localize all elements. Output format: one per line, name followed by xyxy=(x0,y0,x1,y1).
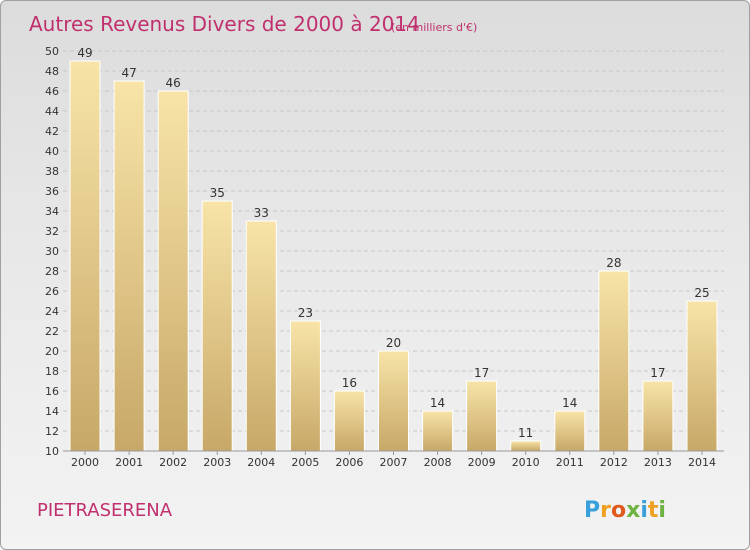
bar-2008 xyxy=(422,410,454,452)
bar-2003 xyxy=(201,200,233,452)
bar-series: 49 47 46 35 33 23 16 20 14 17 11 14 28 17 25 xyxy=(69,46,718,452)
y-tick-label: 12 xyxy=(45,425,59,438)
bar-2001 xyxy=(113,80,145,452)
bar-2002 xyxy=(157,90,189,452)
value-label-2008: 14 xyxy=(430,396,445,410)
proxiti-logo: Proxiti xyxy=(584,498,666,523)
y-tick-label: 44 xyxy=(45,105,59,118)
y-tick-label: 20 xyxy=(45,345,59,358)
y-tick-label: 34 xyxy=(45,205,59,218)
value-label-2009: 17 xyxy=(474,366,489,380)
bar-2004 xyxy=(245,220,277,452)
x-tick-label: 2000 xyxy=(71,456,99,469)
value-label-2013: 17 xyxy=(650,366,665,380)
y-tick-label: 32 xyxy=(45,225,59,238)
x-tick-label: 2003 xyxy=(203,456,231,469)
y-tick-label: 30 xyxy=(45,245,59,258)
y-tick-label: 38 xyxy=(45,165,59,178)
chart-title: Autres Revenus Divers de 2000 à 2014 xyxy=(29,12,420,36)
x-axis: 2000 2001 2002 2003 2004 2005 2006 2007 2008 2009… xyxy=(63,450,724,469)
x-tick-label: 2001 xyxy=(115,456,143,469)
bar-2006 xyxy=(333,390,365,452)
value-label-2011: 14 xyxy=(562,396,577,410)
value-label-2004: 33 xyxy=(254,206,269,220)
y-tick-label: 48 xyxy=(45,65,59,78)
value-label-2002: 46 xyxy=(166,76,181,90)
y-tick-label: 14 xyxy=(45,405,59,418)
y-tick-label: 22 xyxy=(45,325,59,338)
commune-name: PIETRASERENA xyxy=(37,500,173,521)
x-tick-label: 2008 xyxy=(424,456,452,469)
y-tick-label: 40 xyxy=(45,145,59,158)
value-label-2006: 16 xyxy=(342,376,357,390)
value-label-2012: 28 xyxy=(606,256,621,270)
bar-2009 xyxy=(466,380,498,452)
value-label-2000: 49 xyxy=(77,46,92,60)
bar-2014 xyxy=(686,300,718,452)
y-tick-label: 46 xyxy=(45,85,59,98)
y-tick-label: 42 xyxy=(45,125,59,138)
bar-2011 xyxy=(554,410,586,452)
y-tick-label: 50 xyxy=(45,45,59,58)
y-axis: 10 12 14 16 18 20 22 24 26 28 30 32 34 36 38 40 42 44 46 48… xyxy=(45,45,59,458)
x-tick-label: 2013 xyxy=(644,456,672,469)
chart-subtitle: (en milliers d'€) xyxy=(391,21,477,34)
value-label-2007: 20 xyxy=(386,336,401,350)
x-tick-label: 2014 xyxy=(688,456,716,469)
bar-2010 xyxy=(510,440,542,452)
y-tick-label: 26 xyxy=(45,285,59,298)
bar-2013 xyxy=(642,380,674,452)
bar-2012 xyxy=(598,270,630,452)
x-tick-label: 2011 xyxy=(556,456,584,469)
x-tick-label: 2004 xyxy=(247,456,275,469)
bar-2005 xyxy=(289,320,321,452)
x-tick-label: 2010 xyxy=(512,456,540,469)
y-tick-label: 28 xyxy=(45,265,59,278)
value-label-2010: 11 xyxy=(518,426,533,440)
value-label-2014: 25 xyxy=(694,286,709,300)
y-tick-label: 18 xyxy=(45,365,59,378)
y-tick-label: 10 xyxy=(45,445,59,458)
x-tick-label: 2005 xyxy=(291,456,319,469)
y-tick-label: 36 xyxy=(45,185,59,198)
x-tick-label: 2007 xyxy=(380,456,408,469)
x-tick-label: 2006 xyxy=(335,456,363,469)
x-tick-label: 2012 xyxy=(600,456,628,469)
value-label-2005: 23 xyxy=(298,306,313,320)
bar-2007 xyxy=(378,350,409,452)
value-label-2003: 35 xyxy=(210,186,225,200)
y-tick-label: 16 xyxy=(45,385,59,398)
x-tick-label: 2009 xyxy=(468,456,496,469)
bar-2000 xyxy=(69,60,101,452)
x-tick-label: 2002 xyxy=(159,456,187,469)
y-tick-label: 24 xyxy=(45,305,59,318)
value-label-2001: 47 xyxy=(121,66,136,80)
